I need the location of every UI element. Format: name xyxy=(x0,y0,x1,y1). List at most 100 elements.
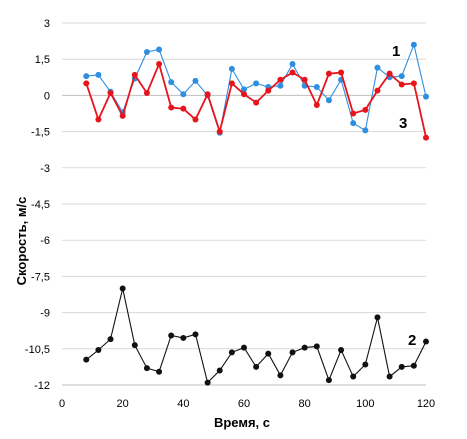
series-layer xyxy=(83,41,429,386)
data-point xyxy=(362,361,369,368)
data-point xyxy=(313,102,320,109)
y-tick-label: -1,5 xyxy=(31,127,50,139)
data-point xyxy=(83,80,90,87)
data-point xyxy=(265,350,272,357)
data-point xyxy=(95,347,102,354)
data-point xyxy=(228,65,235,72)
x-tick-label: 40 xyxy=(177,398,189,410)
data-point xyxy=(386,70,393,77)
data-point xyxy=(143,365,150,372)
x-tick-label: 20 xyxy=(117,398,129,410)
data-point xyxy=(301,76,308,83)
data-point xyxy=(192,331,199,338)
y-tick-label: 1,5 xyxy=(35,54,50,66)
data-point xyxy=(410,80,417,87)
data-point xyxy=(350,120,357,127)
data-point xyxy=(325,70,332,77)
data-point xyxy=(241,91,247,98)
data-point xyxy=(374,87,381,94)
data-point xyxy=(168,79,175,86)
data-point xyxy=(374,314,381,321)
y-tick-label: -3 xyxy=(40,163,50,175)
data-point xyxy=(180,334,187,341)
y-tick-label: 0 xyxy=(44,90,50,102)
axes: 3 1,5 0 -1,5 -3 -4,5 -6 -7,5 -9 -10,5 -12 0 20 40 60 80… xyxy=(25,18,435,410)
x-tick-label: 80 xyxy=(299,398,311,410)
y-tick-label: -7,5 xyxy=(31,271,50,283)
data-point xyxy=(131,342,138,349)
y-tick-label: -9 xyxy=(40,308,50,320)
data-point xyxy=(350,110,357,117)
data-point xyxy=(156,46,163,53)
data-point xyxy=(398,81,405,88)
data-point xyxy=(253,80,260,87)
x-tick-label: 100 xyxy=(356,398,374,410)
data-point xyxy=(228,349,235,356)
data-point xyxy=(131,71,138,78)
data-point xyxy=(119,285,126,292)
data-point xyxy=(362,127,369,134)
x-tick-label: 120 xyxy=(417,398,435,410)
data-point xyxy=(277,76,284,83)
data-point xyxy=(168,104,175,111)
y-axis-title: Скорость, м/с xyxy=(14,197,29,286)
data-point xyxy=(119,112,126,119)
y-tick-label: -10,5 xyxy=(25,344,50,356)
data-point xyxy=(423,134,429,141)
data-point xyxy=(289,61,296,68)
data-point xyxy=(95,71,102,78)
data-point xyxy=(143,89,150,96)
data-point xyxy=(204,379,211,386)
data-point xyxy=(289,349,296,356)
data-point xyxy=(204,91,211,98)
y-tick-label: -6 xyxy=(40,235,50,247)
x-tick-label: 0 xyxy=(59,398,65,410)
data-point xyxy=(192,77,199,84)
data-point xyxy=(107,336,114,343)
data-point xyxy=(216,128,223,135)
data-point xyxy=(398,73,405,80)
data-point xyxy=(107,89,114,96)
data-point xyxy=(350,373,357,380)
data-point xyxy=(313,343,320,350)
y-tick-label: 3 xyxy=(44,18,50,30)
data-point xyxy=(338,69,345,76)
data-point xyxy=(289,69,296,76)
data-point xyxy=(180,105,187,112)
series-label-2: 2 xyxy=(408,332,416,349)
data-point xyxy=(253,363,260,370)
series-3 xyxy=(83,61,429,141)
series-2 xyxy=(83,285,429,386)
data-point xyxy=(228,80,235,87)
data-point xyxy=(410,41,417,48)
data-point xyxy=(325,377,332,384)
data-point xyxy=(374,64,381,71)
series-label-1: 1 xyxy=(392,43,400,60)
data-point xyxy=(301,344,308,351)
data-point xyxy=(253,99,260,106)
data-point xyxy=(398,363,405,370)
data-point xyxy=(313,83,320,90)
data-point xyxy=(216,367,223,374)
data-point xyxy=(192,116,199,123)
labels: 1 3 2 xyxy=(392,43,416,349)
series-label-3: 3 xyxy=(399,115,407,132)
y-tick-label: -12 xyxy=(34,380,50,392)
data-point xyxy=(95,116,102,123)
data-point xyxy=(241,86,247,93)
data-point xyxy=(277,82,284,89)
data-point xyxy=(241,344,247,351)
data-point xyxy=(156,368,163,375)
data-point xyxy=(423,338,429,345)
data-point xyxy=(156,61,163,68)
data-point xyxy=(423,93,429,100)
y-tick-label: -4,5 xyxy=(31,199,50,211)
data-point xyxy=(180,91,187,98)
data-point xyxy=(168,332,175,339)
data-point xyxy=(338,347,345,354)
data-point xyxy=(386,373,393,380)
data-point xyxy=(83,73,90,80)
x-axis-title: Время, с xyxy=(214,415,270,430)
